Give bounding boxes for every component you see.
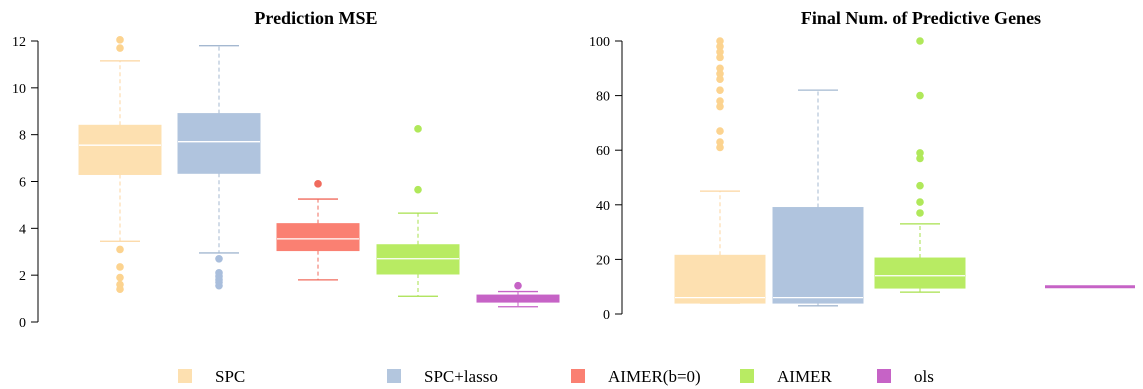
- outlier-point: [215, 254, 223, 263]
- y-tick-label: 12: [12, 35, 26, 50]
- y-tick-label: 20: [596, 253, 610, 268]
- outlier-point: [716, 138, 724, 146]
- legend-item-aimer-b-0: AIMER(b=0): [571, 367, 701, 386]
- y-tick-label: 40: [596, 199, 610, 214]
- outlier-point: [414, 125, 422, 133]
- legend-label: SPC: [215, 367, 245, 386]
- box-aimer-b-0: [276, 180, 360, 281]
- box-ols: [476, 281, 560, 308]
- box-iqr: [874, 257, 966, 289]
- box-iqr: [674, 254, 766, 304]
- outlier-point: [716, 37, 724, 45]
- outlier-point: [116, 263, 124, 271]
- outlier-point: [116, 245, 124, 254]
- chart-title-mse: Prediction MSE: [254, 8, 377, 28]
- panel-prediction-mse: Prediction MSE 0 2 4 6 8 10 12: [12, 8, 560, 331]
- outlier-point: [916, 149, 924, 157]
- legend-item-spc-lasso: SPC+lasso: [387, 367, 498, 386]
- y-tick-label: 6: [19, 176, 26, 191]
- legend-swatch: [571, 369, 585, 383]
- box-spc-lasso: [177, 45, 261, 290]
- box-iqr: [177, 113, 261, 174]
- outlier-point: [916, 198, 924, 206]
- y-tick-label: 2: [19, 269, 26, 284]
- box-iqr: [276, 223, 360, 252]
- y-tick-label: 100: [589, 35, 610, 50]
- chart-title-genes: Final Num. of Predictive Genes: [801, 8, 1041, 28]
- outlier-point: [116, 285, 124, 294]
- y-tick-label: 4: [19, 222, 26, 237]
- legend-label: AIMER: [777, 367, 832, 386]
- legend-swatch: [178, 369, 192, 383]
- y-tick-label: 0: [19, 316, 26, 331]
- outlier-point: [716, 64, 724, 73]
- legend-label: ols: [914, 367, 934, 386]
- box-aimer: [874, 37, 966, 293]
- y-tick-label: 10: [12, 82, 26, 97]
- outlier-point: [215, 281, 223, 290]
- y-tick-label: 0: [603, 308, 610, 323]
- box-spc: [674, 37, 766, 304]
- legend-label: SPC+lasso: [424, 367, 498, 386]
- outlier-point: [716, 97, 724, 105]
- box-aimer: [376, 125, 460, 297]
- outlier-point: [716, 86, 724, 94]
- legend-swatch: [877, 369, 891, 383]
- outlier-point: [716, 127, 724, 135]
- outlier-point: [916, 154, 924, 163]
- box-iqr: [772, 207, 864, 304]
- outlier-point: [414, 185, 422, 194]
- outlier-point: [916, 91, 924, 100]
- box-spc-lasso: [772, 89, 864, 307]
- outlier-point: [716, 143, 724, 152]
- legend: SPC SPC+lasso AIMER(b=0) AIMER ols: [178, 367, 934, 386]
- legend-label: AIMER(b=0): [608, 367, 701, 386]
- outlier-point: [116, 44, 124, 52]
- y-tick-label: 60: [596, 144, 610, 159]
- outlier-point: [116, 273, 124, 282]
- outlier-point: [916, 181, 924, 190]
- outlier-point: [916, 37, 924, 45]
- box-spc: [78, 36, 162, 294]
- y-tick-label: 8: [19, 129, 26, 144]
- outlier-point: [514, 281, 522, 290]
- legend-item-spc: SPC: [178, 367, 245, 386]
- box-iqr: [78, 124, 162, 175]
- outlier-point: [716, 69, 724, 78]
- legend-item-ols: ols: [877, 367, 934, 386]
- legend-swatch: [387, 369, 401, 383]
- legend-item-aimer: AIMER: [740, 367, 832, 386]
- outlier-point: [116, 36, 124, 44]
- outlier-point: [716, 102, 724, 111]
- legend-swatch: [740, 369, 754, 383]
- panel-predictive-genes: Final Num. of Predictive Genes 0 20 40 60 80…: [589, 8, 1135, 323]
- outlier-point: [716, 48, 724, 56]
- outlier-point: [314, 180, 322, 188]
- outlier-point: [716, 53, 724, 62]
- outlier-point: [716, 75, 724, 84]
- y-tick-label: 80: [596, 90, 610, 105]
- outlier-point: [916, 209, 924, 217]
- outlier-point: [716, 42, 724, 51]
